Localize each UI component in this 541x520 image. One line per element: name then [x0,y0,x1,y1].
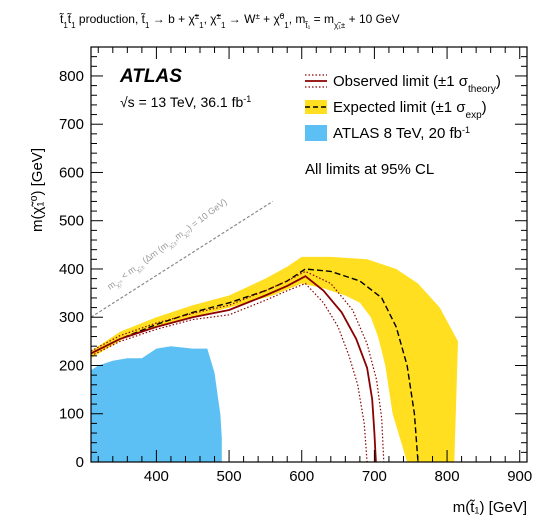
y-tick-label-400: 400 [59,261,84,278]
y-tick-label-200: 200 [59,357,84,374]
x-tick-label-900: 900 [507,468,532,485]
x-tick-label-500: 500 [217,468,242,485]
legend-entry-run1: ATLAS 8 TeV, 20 fb-1 [305,125,470,142]
series-kinematic-boundary [91,200,274,318]
y-tick-label-700: 700 [59,116,84,133]
x-axis-title: m(t̃₁) [GeV] [453,499,527,516]
x-tick-label-800: 800 [435,468,460,485]
y-tick-label-600: 600 [59,164,84,181]
x-tick-label-600: 600 [289,468,314,485]
series-observed-limit-1-theory [91,282,368,462]
x-tick-label-700: 700 [362,468,387,485]
legend-swatch-run1 [305,125,327,141]
y-tick-label-800: 800 [59,68,84,85]
kinematic-boundary-label: mχ̃₁⁰ < mχ̃₁± (Δm (mχ̃₁±,mχ̃₁⁰) = 10 GeV… [105,197,230,294]
y-axis-title: m(χ̃₁⁰) [GeV] [29,148,46,232]
y-tick-label-0: 0 [76,454,84,471]
series-expected-limit [91,268,419,462]
legend: Observed limit (±1 σtheory) Expected lim… [305,73,501,178]
y-tick-label-100: 100 [59,406,84,423]
legend-entry-expected: Expected limit (±1 σexp) [305,99,487,121]
y-tick-label-500: 500 [59,213,84,230]
plot-area [91,200,458,462]
x-tick-label-400: 400 [144,468,169,485]
axes: 400 500 600 700 800 900 0 100 200 300 400 500 600 700… [59,46,532,485]
plot-frame [90,46,528,463]
legend-label-expected: Expected limit (±1 σexp) [333,99,487,121]
legend-entry-observed: Observed limit (±1 σtheory) [305,73,501,95]
series-observed-limit-1-theory [91,270,385,462]
energy-label: √s = 13 TeV, 36.1 fb-1 [120,94,251,110]
experiment-label: ATLAS [119,66,182,87]
series-atlas-8-tev-20-fb-1 [91,346,222,462]
legend-label-observed: Observed limit (±1 σtheory) [333,73,501,95]
series-expected-limit-1-exp-band [91,256,458,462]
chart-title: t̃1t̃1 production, t̃1 → b + χ̃±1, χ̃±1 … [59,11,400,29]
y-tick-label-300: 300 [59,309,84,326]
legend-label-run1: ATLAS 8 TeV, 20 fb-1 [333,125,470,142]
series-observed-limit [91,275,377,462]
confidence-level-note: All limits at 95% CL [305,161,434,178]
